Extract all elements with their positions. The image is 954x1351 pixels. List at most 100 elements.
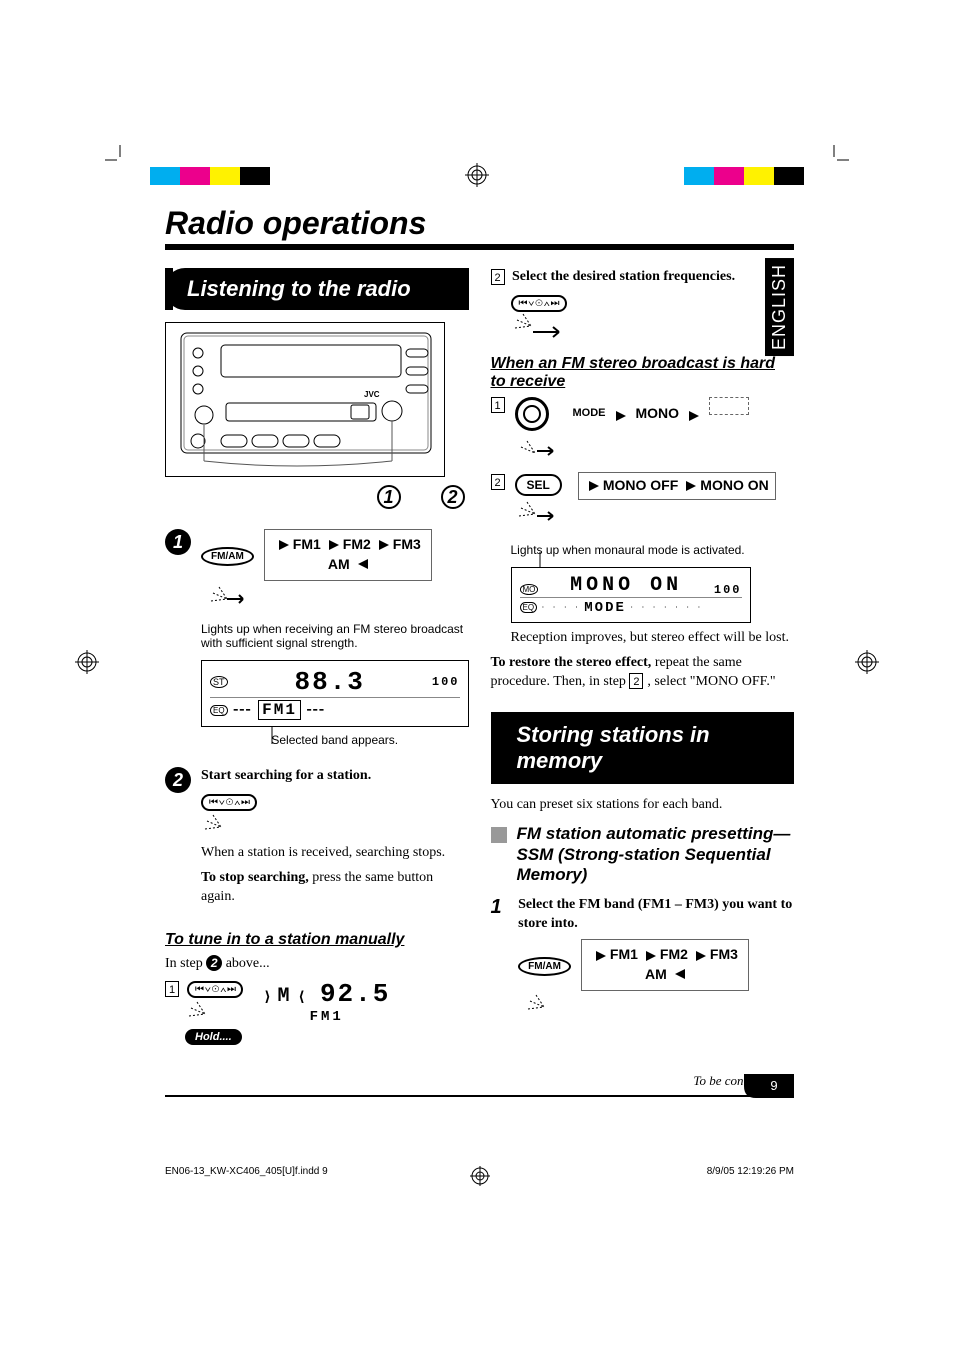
band-am: AM xyxy=(328,556,350,572)
lcd-manual: ⟩ M ⟨ 92.5 FM1 xyxy=(263,979,390,1025)
page-number-shape-icon: 9 xyxy=(744,1074,794,1098)
callout-number-1: 1 xyxy=(377,485,401,509)
mono-step-1: 1 MODE MONO xyxy=(491,397,795,431)
step-number-2: 2 xyxy=(165,767,191,793)
caption-band: Selected band appears. xyxy=(201,733,469,747)
select-desired: 2 Select the desired station frequencies… xyxy=(491,268,795,287)
svg-text:9: 9 xyxy=(770,1078,777,1093)
footer-meta: EN06-13_KW-XC406_405[U]f.indd 9 8/9/05 1… xyxy=(165,1166,794,1177)
band-fm1: FM1 xyxy=(293,536,321,552)
pointer-line-icon xyxy=(262,726,282,744)
step2-body-2-bold: To stop searching, xyxy=(201,870,309,885)
manual-intro: In step 2 above... xyxy=(165,955,469,974)
st-icon: ST xyxy=(210,676,228,688)
fm-am-button: FM/AM xyxy=(201,547,254,566)
reception-text: Reception improves, but stereo effect wi… xyxy=(511,629,795,648)
mono-flow: MONO OFF MONO ON xyxy=(578,472,776,500)
section-heading-storing: Storing stations in memory xyxy=(491,712,795,784)
band-fm3: FM3 xyxy=(710,946,738,962)
lcd-mono-sig: 100 xyxy=(714,583,742,597)
press-indicator-icon xyxy=(201,813,241,839)
select-desired-text: Select the desired station frequencies. xyxy=(512,269,735,284)
press-indicator-icon xyxy=(511,312,571,342)
eq-icon: EQ xyxy=(520,602,538,613)
svg-text:JVC: JVC xyxy=(364,390,380,399)
ssm-step-number: 1 xyxy=(491,896,511,1021)
manual-intro-a: In step xyxy=(165,956,206,971)
step2-title: Start searching for a station. xyxy=(201,767,469,786)
callout-number-2: 2 xyxy=(441,485,465,509)
section-heading-listening: Listening to the radio xyxy=(165,268,469,310)
registration-mark-icon xyxy=(470,1166,490,1186)
footer-file: EN06-13_KW-XC406_405[U]f.indd 9 xyxy=(165,1166,328,1177)
manual-intro-b: above... xyxy=(222,956,269,971)
dash-placeholder xyxy=(709,397,749,415)
mode-label: MODE xyxy=(573,407,606,419)
lcd-manual-m: M xyxy=(278,985,294,1008)
mono-step-2: 2 SEL MONO OFF MONO ON xyxy=(491,474,795,500)
left-column: Listening to the radio xyxy=(165,268,469,1045)
band-flow: FM1 FM2 FM3 AM xyxy=(264,529,432,581)
restore-text: To restore the stereo effect, repeat the… xyxy=(491,654,795,692)
eq-icon: EQ xyxy=(210,705,228,716)
mono-off-label: MONO OFF xyxy=(603,477,678,493)
substep-2: 2 xyxy=(491,269,505,285)
lcd-signal: 100 xyxy=(432,675,460,689)
substep-1: 1 xyxy=(165,981,179,997)
track-button: ⏮ ∨ ⊙ ∧ ⏭ xyxy=(201,794,257,811)
hard-receive-heading: When an FM stereo broadcast is hard to r… xyxy=(491,355,795,391)
lcd-manual-band: FM1 xyxy=(263,1009,390,1025)
step-1: 1 FM/AM FM1 FM2 FM3 AM xyxy=(165,529,469,757)
page-number-badge: 9 xyxy=(744,1074,794,1103)
right-column: 2 Select the desired station frequencies… xyxy=(491,268,795,1045)
press-indicator-icon xyxy=(515,500,555,524)
square-bullet-icon xyxy=(491,827,507,843)
device-illustration: JVC xyxy=(165,322,445,477)
mono-on-label: MONO ON xyxy=(700,477,768,493)
control-knob-icon xyxy=(515,397,549,431)
lcd-mono-top: MONO ON xyxy=(570,574,682,597)
pointer-line-icon xyxy=(534,552,546,568)
continued-text: To be continued.... xyxy=(70,1073,789,1089)
mono-label: MONO xyxy=(636,405,680,421)
band-fm1: FM1 xyxy=(610,946,638,962)
lcd-display-1: ST 88.3 100 EQ ▬▬▬ FM1 ▬▬▬ xyxy=(201,660,469,727)
ssm-heading-row: FM station automatic presetting—SSM (Str… xyxy=(491,824,795,885)
inline-step-2: 2 xyxy=(206,955,222,971)
footer-date: 8/9/05 12:19:26 PM xyxy=(707,1166,794,1177)
step2-body-1: When a station is received, searching st… xyxy=(201,844,469,863)
manual-step-1-row: 1 ⏮ ∨ ⊙ ∧ ⏭ Hold.... ⟩ M ⟨ 92.5 FM1 xyxy=(165,979,469,1045)
press-indicator-icon xyxy=(524,993,564,1015)
storing-intro: You can preset six stations for each ban… xyxy=(491,796,795,815)
ssm-step-1: 1 Select the FM band (FM1 – FM3) you wan… xyxy=(491,896,795,1021)
ssm-heading: FM station automatic presetting—SSM (Str… xyxy=(517,824,795,885)
ssm-step-1-text: Select the FM band (FM1 – FM3) you want … xyxy=(518,896,794,934)
footer-rule xyxy=(165,1095,794,1097)
callout-numbers: 1 2 xyxy=(165,485,469,509)
band-fm2: FM2 xyxy=(343,536,371,552)
hold-label: Hold.... xyxy=(185,1029,242,1045)
substep-1: 1 xyxy=(491,397,505,413)
press-indicator-icon xyxy=(185,1000,225,1022)
step2-body-2: To stop searching, press the same button… xyxy=(201,869,469,907)
track-press-illustration: ⏮ ∨ ⊙ ∧ ⏭ xyxy=(511,293,795,347)
mo-icon: MO xyxy=(520,584,539,595)
restore-bold: To restore the stereo effect, xyxy=(491,655,652,670)
manual-tune-heading: To tune in to a station manually xyxy=(165,931,469,949)
lcd-manual-freq: 92.5 xyxy=(320,979,390,1009)
caption-monaural: Lights up when monaural mode is activate… xyxy=(511,543,795,557)
fm-am-button: FM/AM xyxy=(518,957,571,976)
page-title: Radio operations xyxy=(165,205,884,242)
band-fm3: FM3 xyxy=(393,536,421,552)
language-tab: ENGLISH xyxy=(765,258,794,356)
band-fm2: FM2 xyxy=(660,946,688,962)
title-rule xyxy=(165,244,794,250)
substep-2: 2 xyxy=(491,474,505,490)
lcd-mono-bottom: MODE xyxy=(584,600,626,616)
band-am: AM xyxy=(645,966,667,982)
restore-box-2: 2 xyxy=(629,673,643,689)
press-indicator-icon xyxy=(207,585,247,611)
track-button: ⏮ ∨ ⊙ ∧ ⏭ xyxy=(511,295,567,312)
step-number-1: 1 xyxy=(165,529,191,555)
restore-end: , select "MONO OFF." xyxy=(647,674,775,689)
